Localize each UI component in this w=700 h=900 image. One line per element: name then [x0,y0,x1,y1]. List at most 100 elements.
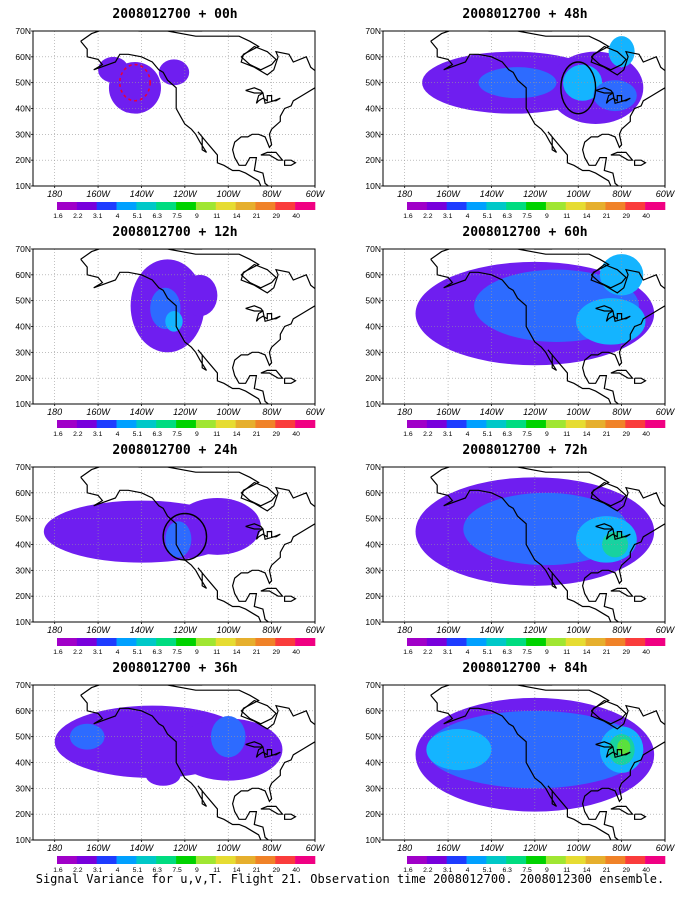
colorbar-swatch [96,638,117,646]
colorbar-label: 7.5 [522,431,532,438]
coastline [430,467,665,622]
lat-tick-label: 40N [365,104,381,114]
lat-tick-label: 10N [15,181,31,191]
lon-tick-label: 80W [612,625,632,635]
colorbar-label: 21 [253,867,261,874]
colorbar-swatch [255,638,276,646]
variance-contour-blob [599,254,644,296]
lat-tick-label: 70N [365,244,381,254]
colorbar-swatch [195,202,217,210]
colorbar-swatch [195,420,217,428]
lon-tick-label: 100W [566,625,591,635]
lat-tick-label: 40N [365,758,381,768]
colorbar-label: 4 [466,431,470,438]
colorbar-label: 1.6 [403,213,413,220]
colorbar-swatch [486,638,507,646]
colorbar-label: 4 [466,867,470,874]
colorbar-swatch [545,202,567,210]
colorbar-label: 7.5 [522,867,532,874]
lat-tick-label: 10N [15,835,31,845]
colorbar-swatch [176,638,197,646]
variance-contour-blob [174,498,261,555]
colorbar-swatch [255,202,276,210]
colorbar-label: 2.2 [73,649,83,656]
coastline [430,249,665,404]
colorbar-swatch [235,420,256,428]
lon-tick-label: 180 [397,189,412,199]
colorbar-swatch [195,856,217,864]
lat-tick-label: 70N [15,680,31,690]
coastline [80,467,315,622]
map-panel: 2008012700 + 72h 10N 20N 30N 40N 50N 60N 70N 180… [350,436,700,656]
colorbar-swatch [136,420,157,428]
colorbar-label: 2.2 [423,649,433,656]
colorbar-label: 14 [233,649,241,656]
lat-tick-label: 10N [365,835,381,845]
lat-tick-label: 60N [15,52,31,62]
colorbar-swatch [156,638,177,646]
colorbar-label: 5.1 [133,867,143,874]
lat-tick-label: 10N [15,399,31,409]
lat-tick-label: 50N [365,78,381,88]
lon-tick-label: 160W [86,407,111,417]
colorbar-swatch [176,420,197,428]
colorbar-swatch [466,856,487,864]
lat-tick-label: 20N [15,373,31,383]
lon-tick-label: 180 [397,843,412,853]
colorbar-label: 1.6 [53,867,63,874]
lon-tick-label: 180 [47,407,62,417]
lon-tick-label: 120W [523,625,548,635]
colorbar-label: 29 [623,213,631,220]
lat-tick-label: 30N [15,347,31,357]
colorbar-label: 6.3 [502,213,512,220]
colorbar-label: 7.5 [172,213,182,220]
colorbar: 1.6 2.2 3.1 4 5.1 6.3 7.5 9 11 14 21 29 40 [403,856,666,874]
lon-tick-label: 100W [566,189,591,199]
map-plot: 10N 20N 30N 40N 50N 60N 70N 180 160W 140W 120W 100W… [365,26,676,220]
colorbar-label: 3.1 [93,867,103,874]
colorbar-swatch [295,856,316,864]
coastline [80,31,315,186]
lon-tick-label: 140W [480,407,505,417]
lon-tick-label: 80W [612,189,632,199]
colorbar-label: 1.6 [53,213,63,220]
colorbar-label: 21 [603,431,611,438]
map-plot: 10N 20N 30N 40N 50N 60N 70N 180 160W 140W 120W 100W… [365,244,675,438]
lat-tick-label: 40N [365,322,381,332]
panel-title: 2008012700 + 84h [462,661,588,676]
colorbar-label: 1.6 [53,649,63,656]
lon-tick-label: 160W [86,625,111,635]
colorbar-swatch [605,638,626,646]
lat-tick-label: 20N [15,591,31,601]
colorbar-label: 4 [116,431,120,438]
colorbar-swatch [446,856,467,864]
lat-tick-label: 20N [365,809,381,819]
lat-tick-label: 30N [365,347,381,357]
colorbar-label: 7.5 [172,431,182,438]
lat-tick-label: 60N [15,270,31,280]
panel-title: 2008012700 + 24h [112,443,238,458]
lat-tick-label: 30N [365,129,381,139]
colorbar-label: 9 [545,867,549,874]
variance-contour-blob [617,739,631,755]
colorbar-swatch [57,420,78,428]
colorbar-label: 2.2 [423,867,433,874]
colorbar-swatch [295,638,316,646]
lon-tick-label: 60W [656,189,676,199]
lat-tick-label: 50N [365,296,381,306]
colorbar-label: 21 [253,213,261,220]
colorbar: 1.6 2.2 3.1 4 5.1 6.3 7.5 9 11 14 21 29 40 [403,202,666,220]
colorbar-swatch [545,638,567,646]
figure-caption: Signal Variance for u,v,T. Flight 21. Ob… [35,872,665,886]
lon-tick-label: 140W [130,843,155,853]
colorbar-label: 5.1 [133,431,143,438]
colorbar-label: 3.1 [93,649,103,656]
lat-tick-label: 50N [15,78,31,88]
map-panel: 2008012700 + 12h 10N 20N 30N 40N 50N 60N 70N 180… [0,218,350,438]
colorbar-swatch [506,638,527,646]
lat-tick-label: 70N [365,462,381,472]
variance-contour-blob [426,710,644,789]
lon-tick-label: 120W [523,843,548,853]
colorbar-swatch [446,202,467,210]
colorbar-label: 2.2 [73,213,83,220]
